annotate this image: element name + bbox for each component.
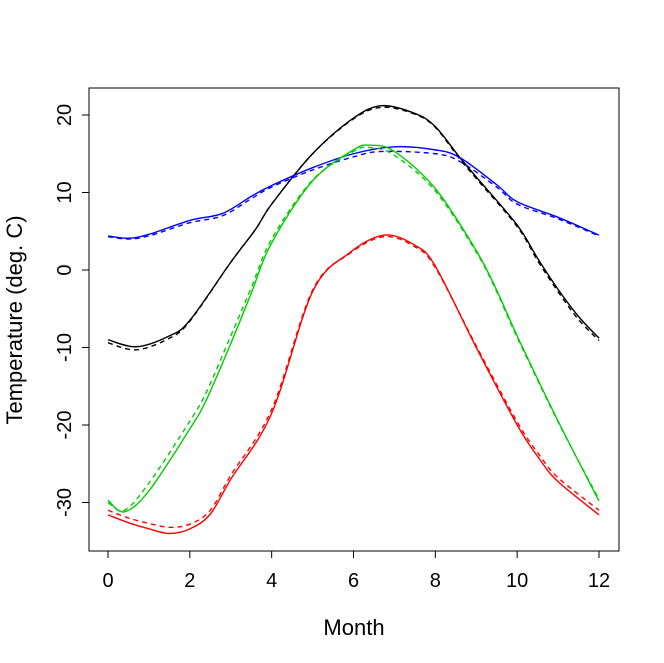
y-axis-label: Temperature (deg. C) bbox=[2, 215, 27, 424]
x-tick: 6 bbox=[348, 551, 359, 592]
series-line-3 bbox=[107, 150, 600, 240]
x-tick: 10 bbox=[506, 551, 528, 592]
x-tick: 12 bbox=[588, 551, 610, 592]
y-tick-label: -10 bbox=[54, 333, 76, 362]
series-line-7 bbox=[107, 235, 600, 529]
x-tick: 4 bbox=[266, 551, 277, 592]
y-tick: -10 bbox=[54, 333, 89, 362]
y-tick-label: -30 bbox=[54, 488, 76, 517]
series-line-1 bbox=[107, 106, 600, 351]
x-tick-label: 4 bbox=[266, 570, 277, 592]
x-tick: 0 bbox=[102, 551, 114, 592]
series-line-2 bbox=[107, 145, 600, 239]
y-tick-label: 0 bbox=[54, 264, 76, 275]
y-tick: -30 bbox=[54, 488, 89, 517]
series-line-5 bbox=[107, 146, 600, 512]
x-tick: 2 bbox=[184, 551, 195, 592]
series-line-6 bbox=[107, 234, 600, 535]
x-axis-label: Month bbox=[323, 615, 384, 640]
x-tick-label: 8 bbox=[430, 570, 441, 592]
x-tick-label: 2 bbox=[184, 570, 195, 592]
x-axis: 0 2 4 6 8 10 12 bbox=[102, 550, 610, 592]
x-tick-label: 12 bbox=[588, 570, 610, 592]
y-tick: -20 bbox=[54, 411, 89, 440]
y-tick-label: 10 bbox=[54, 181, 76, 203]
plot-frame bbox=[88, 87, 620, 552]
x-tick: 8 bbox=[430, 551, 441, 592]
x-tick-label: 0 bbox=[102, 570, 113, 592]
series-line-0 bbox=[107, 104, 600, 348]
y-tick-label: 20 bbox=[54, 104, 76, 126]
x-tick-label: 10 bbox=[506, 570, 528, 592]
y-tick-label: -20 bbox=[54, 411, 76, 440]
y-tick: 0 bbox=[54, 264, 89, 276]
x-tick-label: 6 bbox=[348, 570, 359, 592]
y-tick: 10 bbox=[54, 181, 89, 204]
y-axis: -30 -20 -10 0 10 20 bbox=[54, 104, 90, 517]
series-lines bbox=[107, 104, 600, 535]
y-tick: 20 bbox=[54, 104, 89, 126]
